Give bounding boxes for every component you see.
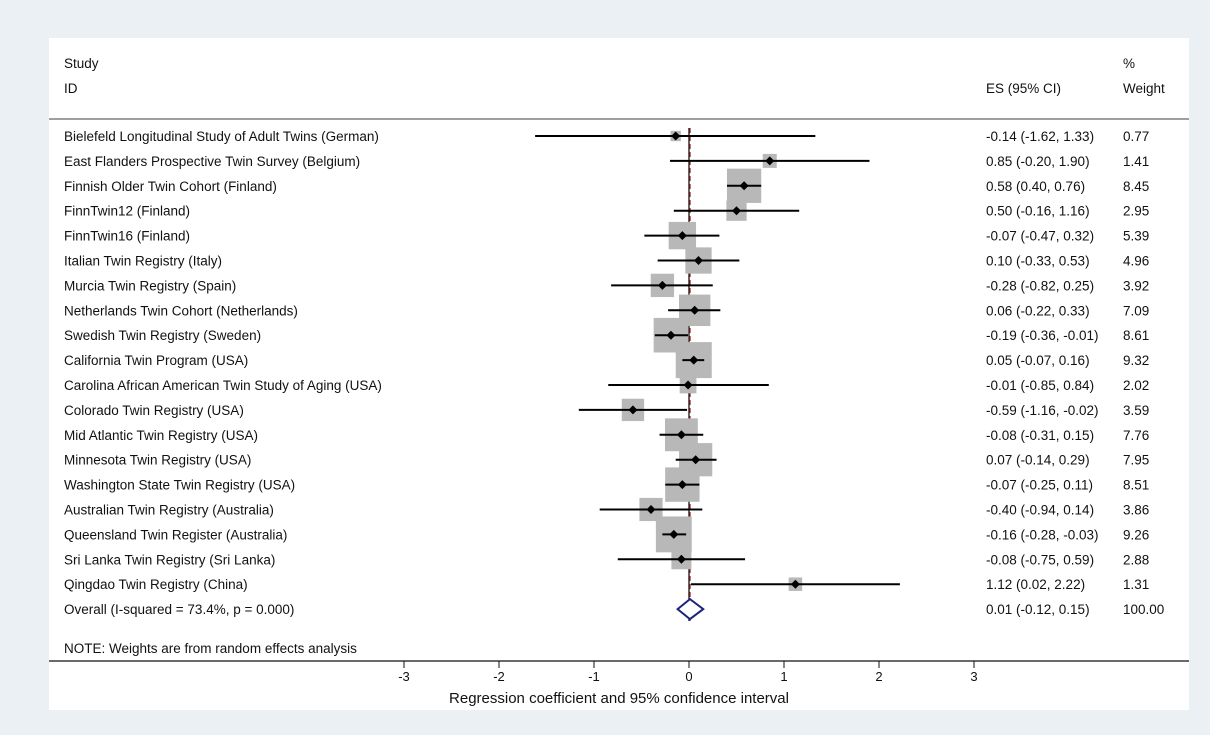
es-ci-label: 0.50 (-0.16, 1.16) bbox=[986, 204, 1090, 219]
x-tick-label: -2 bbox=[493, 669, 505, 684]
weight-label: 1.41 bbox=[1123, 154, 1149, 169]
study-label: Netherlands Twin Cohort (Netherlands) bbox=[64, 303, 298, 318]
weight-label: 8.45 bbox=[1123, 179, 1149, 194]
es-ci-label: 0.05 (-0.07, 0.16) bbox=[986, 353, 1090, 368]
weight-label: 7.76 bbox=[1123, 428, 1149, 443]
header-study: Study bbox=[64, 56, 99, 71]
study-label: Minnesota Twin Registry (USA) bbox=[64, 453, 251, 468]
weight-label: 7.95 bbox=[1123, 453, 1149, 468]
weight-label: 5.39 bbox=[1123, 229, 1149, 244]
point-estimate bbox=[628, 405, 638, 415]
header-es: ES (95% CI) bbox=[986, 81, 1061, 96]
x-axis-title: Regression coefficient and 95% confidenc… bbox=[449, 690, 789, 707]
point-estimate bbox=[739, 181, 749, 191]
forest-plot: Study ID ES (95% CI) % Weight Bielefeld … bbox=[49, 56, 1189, 707]
point-estimate bbox=[677, 231, 687, 241]
rows-group: Bielefeld Longitudinal Study of Adult Tw… bbox=[64, 128, 1164, 621]
point-estimate bbox=[689, 355, 699, 365]
point-estimate bbox=[690, 305, 700, 315]
header-weight: Weight bbox=[1123, 81, 1165, 96]
point-estimate bbox=[666, 330, 676, 340]
weight-label: 7.09 bbox=[1123, 303, 1149, 318]
x-tick-label: -3 bbox=[398, 669, 410, 684]
study-label: Washington State Twin Registry (USA) bbox=[64, 478, 295, 493]
point-estimate bbox=[646, 505, 656, 514]
study-label: FinnTwin12 (Finland) bbox=[64, 204, 190, 219]
es-ci-label: -0.08 (-0.31, 0.15) bbox=[986, 428, 1094, 443]
point-estimate bbox=[732, 206, 741, 216]
study-label: Qingdao Twin Registry (China) bbox=[64, 577, 248, 592]
study-label: Colorado Twin Registry (USA) bbox=[64, 403, 244, 418]
weight-label: 3.92 bbox=[1123, 278, 1149, 293]
es-ci-label: 0.58 (0.40, 0.76) bbox=[986, 179, 1085, 194]
es-ci-label: -0.59 (-1.16, -0.02) bbox=[986, 403, 1099, 418]
study-label: Queensland Twin Register (Australia) bbox=[64, 527, 287, 542]
point-estimate bbox=[657, 280, 667, 290]
weight-label: 4.96 bbox=[1123, 254, 1149, 269]
es-ci-label: 1.12 (0.02, 2.22) bbox=[986, 577, 1085, 592]
point-estimate bbox=[676, 554, 686, 564]
weight-label: 0.77 bbox=[1123, 129, 1149, 144]
plot-panel: Study ID ES (95% CI) % Weight Bielefeld … bbox=[49, 38, 1189, 710]
es-ci-label: -0.40 (-0.94, 0.14) bbox=[986, 503, 1094, 518]
weight-label: 3.86 bbox=[1123, 503, 1149, 518]
point-estimate bbox=[790, 579, 800, 589]
es-ci-label: -0.08 (-0.75, 0.59) bbox=[986, 552, 1094, 567]
es-ci-label: -0.19 (-0.36, -0.01) bbox=[986, 328, 1099, 343]
es-ci-label: -0.07 (-0.25, 0.11) bbox=[986, 478, 1093, 493]
weight-label: 9.26 bbox=[1123, 527, 1149, 542]
study-label: East Flanders Prospective Twin Survey (B… bbox=[64, 154, 360, 169]
point-estimate bbox=[765, 156, 775, 166]
weight-label: 1.31 bbox=[1123, 577, 1149, 592]
study-label: Italian Twin Registry (Italy) bbox=[64, 254, 222, 269]
x-axis-ticks: -3 -2 -1 0 1 2 3 bbox=[398, 661, 978, 684]
footnote: NOTE: Weights are from random effects an… bbox=[64, 641, 357, 656]
header-id: ID bbox=[64, 81, 78, 96]
point-estimate bbox=[671, 131, 681, 141]
weight-label: 8.51 bbox=[1123, 478, 1149, 493]
es-ci-label: -0.16 (-0.28, -0.03) bbox=[986, 527, 1099, 542]
overall-es-ci-label: 0.01 (-0.12, 0.15) bbox=[986, 602, 1090, 617]
x-tick-label: 0 bbox=[685, 669, 692, 684]
x-tick-label: 3 bbox=[970, 669, 977, 684]
study-label: Carolina African American Twin Study of … bbox=[64, 378, 382, 393]
x-tick-label: -1 bbox=[588, 669, 600, 684]
x-tick-label: 2 bbox=[875, 669, 882, 684]
es-ci-label: -0.01 (-0.85, 0.84) bbox=[986, 378, 1094, 393]
es-ci-label: 0.07 (-0.14, 0.29) bbox=[986, 453, 1090, 468]
weight-label: 2.88 bbox=[1123, 552, 1149, 567]
study-label: Swedish Twin Registry (Sweden) bbox=[64, 328, 261, 343]
overall-weight-label: 100.00 bbox=[1123, 602, 1164, 617]
es-ci-label: 0.10 (-0.33, 0.53) bbox=[986, 254, 1090, 269]
es-ci-label: 0.06 (-0.22, 0.33) bbox=[986, 303, 1090, 318]
weight-label: 8.61 bbox=[1123, 328, 1149, 343]
point-estimate bbox=[694, 256, 703, 265]
study-label: Sri Lanka Twin Registry (Sri Lanka) bbox=[64, 552, 275, 567]
weight-label: 9.32 bbox=[1123, 353, 1149, 368]
study-label: Murcia Twin Registry (Spain) bbox=[64, 278, 236, 293]
header-weight-percent: % bbox=[1123, 56, 1135, 71]
es-ci-label: -0.28 (-0.82, 0.25) bbox=[986, 278, 1094, 293]
study-label: Australian Twin Registry (Australia) bbox=[64, 503, 274, 518]
point-estimate bbox=[669, 529, 679, 539]
weight-label: 2.95 bbox=[1123, 204, 1149, 219]
point-estimate bbox=[683, 380, 693, 390]
study-label: California Twin Program (USA) bbox=[64, 353, 248, 368]
x-tick-label: 1 bbox=[780, 669, 787, 684]
es-ci-label: -0.07 (-0.47, 0.32) bbox=[986, 229, 1094, 244]
study-label: Bielefeld Longitudinal Study of Adult Tw… bbox=[64, 129, 379, 144]
point-estimate bbox=[691, 455, 701, 465]
es-ci-label: -0.14 (-1.62, 1.33) bbox=[986, 129, 1094, 144]
study-label: Finnish Older Twin Cohort (Finland) bbox=[64, 179, 277, 194]
point-estimate bbox=[676, 430, 686, 440]
es-ci-label: 0.85 (-0.20, 1.90) bbox=[986, 154, 1090, 169]
overall-diamond bbox=[676, 597, 705, 621]
study-label: Mid Atlantic Twin Registry (USA) bbox=[64, 428, 258, 443]
weight-label: 3.59 bbox=[1123, 403, 1149, 418]
overall-label: Overall (I-squared = 73.4%, p = 0.000) bbox=[64, 602, 294, 617]
study-label: FinnTwin16 (Finland) bbox=[64, 229, 190, 244]
point-estimate bbox=[677, 480, 687, 490]
weight-label: 2.02 bbox=[1123, 378, 1149, 393]
